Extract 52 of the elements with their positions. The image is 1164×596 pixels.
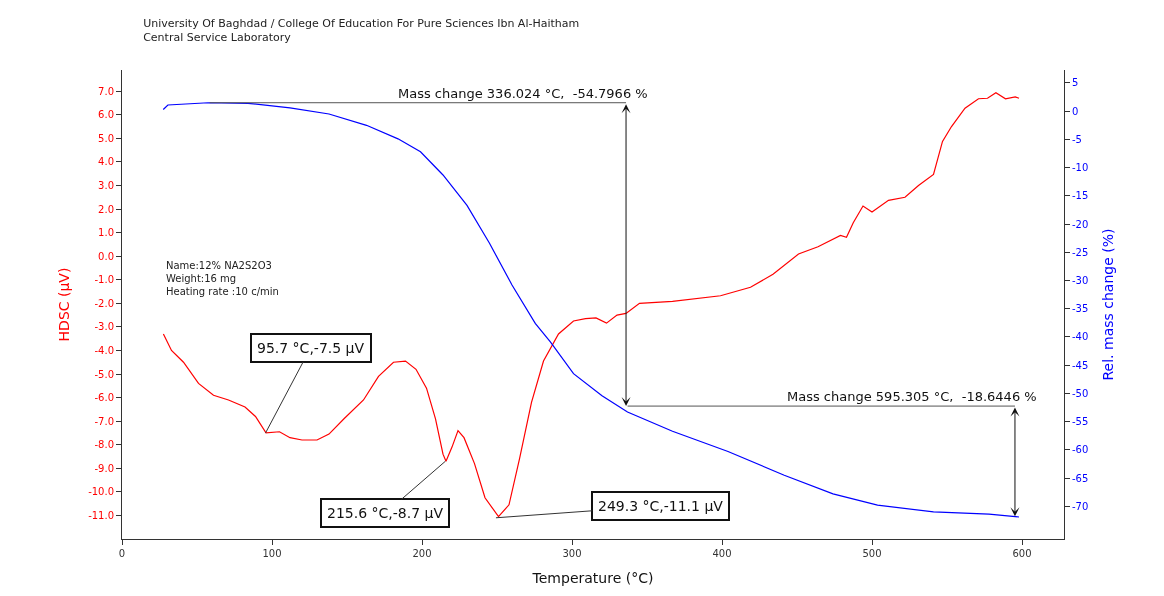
y-tick-label: -8.0 (94, 439, 114, 451)
y-tick-label: -11.0 (88, 509, 114, 521)
y-tick-label: -7.0 (94, 415, 114, 427)
y-tick-label: -5.0 (94, 368, 114, 380)
x-tick-label: 300 (562, 548, 582, 559)
chart-title: University Of Baghdad / College Of Education For Pure Sciences Ibn Al-Haitham Central Service Laboratory (143, 16, 580, 45)
y2-tick-label: -10 (1072, 162, 1089, 174)
y-tick-label: -4.0 (94, 344, 114, 356)
x-tick-label: 500 (862, 548, 882, 559)
y-tick-label: 3.0 (98, 179, 114, 191)
x-tick-label: 100 (262, 548, 282, 559)
y-tick-label: 1.0 (98, 227, 114, 239)
y-tick-label: -10.0 (88, 486, 114, 498)
annotation: Name:12% NA2S2O3 Weight:16 mg Heating rate :10 c/min (166, 260, 279, 297)
y2-tick-label: 5 (1072, 77, 1079, 89)
y2-tick-label: -35 (1072, 303, 1089, 315)
annotation: Mass change 336.024 °C, -54.7966 % (398, 86, 648, 101)
annotation: Mass change 595.305 °C, -18.6446 % (787, 389, 1037, 404)
y2-tick-label: -30 (1072, 275, 1089, 287)
x-tick-label: 200 (412, 548, 432, 559)
y2-tick-label: -65 (1072, 472, 1089, 484)
y-axis-title: HDSC (µV) (55, 267, 72, 342)
y2-tick-label: -5 (1072, 133, 1082, 145)
annotation: 249.3 °C,-11.1 µV (598, 498, 724, 514)
y2-tick-label: -45 (1072, 359, 1089, 371)
y2-axis-title: Rel. mass change (%) (1099, 228, 1116, 381)
y-tick-label: 6.0 (98, 109, 114, 121)
x-tick-label: 0 (118, 548, 126, 559)
annotation: 95.7 °C,-7.5 µV (257, 340, 365, 356)
x-tick-label: 400 (712, 548, 732, 559)
y-tick-label: -1.0 (94, 274, 114, 286)
y-tick-label: 7.0 (98, 85, 114, 97)
y-tick-label: 4.0 (98, 156, 114, 168)
y-tick-label: -9.0 (94, 462, 114, 474)
y2-tick-label: -40 (1072, 331, 1089, 343)
y2-tick-label: -55 (1072, 416, 1089, 428)
y2-tick-label: -50 (1072, 387, 1089, 399)
y2-tick-label: -15 (1072, 190, 1089, 202)
x-tick-label: 600 (1012, 548, 1032, 559)
y2-tick-label: -70 (1072, 500, 1089, 512)
y2-tick-label: -60 (1072, 444, 1089, 456)
x-axis-title: Temperature (°C) (531, 570, 654, 587)
annotation: 215.6 °C,-8.7 µV (327, 505, 444, 521)
y-tick-label: -2.0 (94, 297, 114, 309)
y-tick-label: -6.0 (94, 392, 114, 404)
y2-tick-label: -20 (1072, 218, 1089, 230)
y2-tick-label: 0 (1072, 105, 1079, 117)
y-tick-label: 5.0 (98, 132, 114, 144)
y-tick-label: -3.0 (94, 321, 114, 333)
y-tick-label: 0.0 (98, 250, 114, 262)
y2-tick-label: -25 (1072, 246, 1089, 258)
y-tick-label: 2.0 (98, 203, 114, 215)
